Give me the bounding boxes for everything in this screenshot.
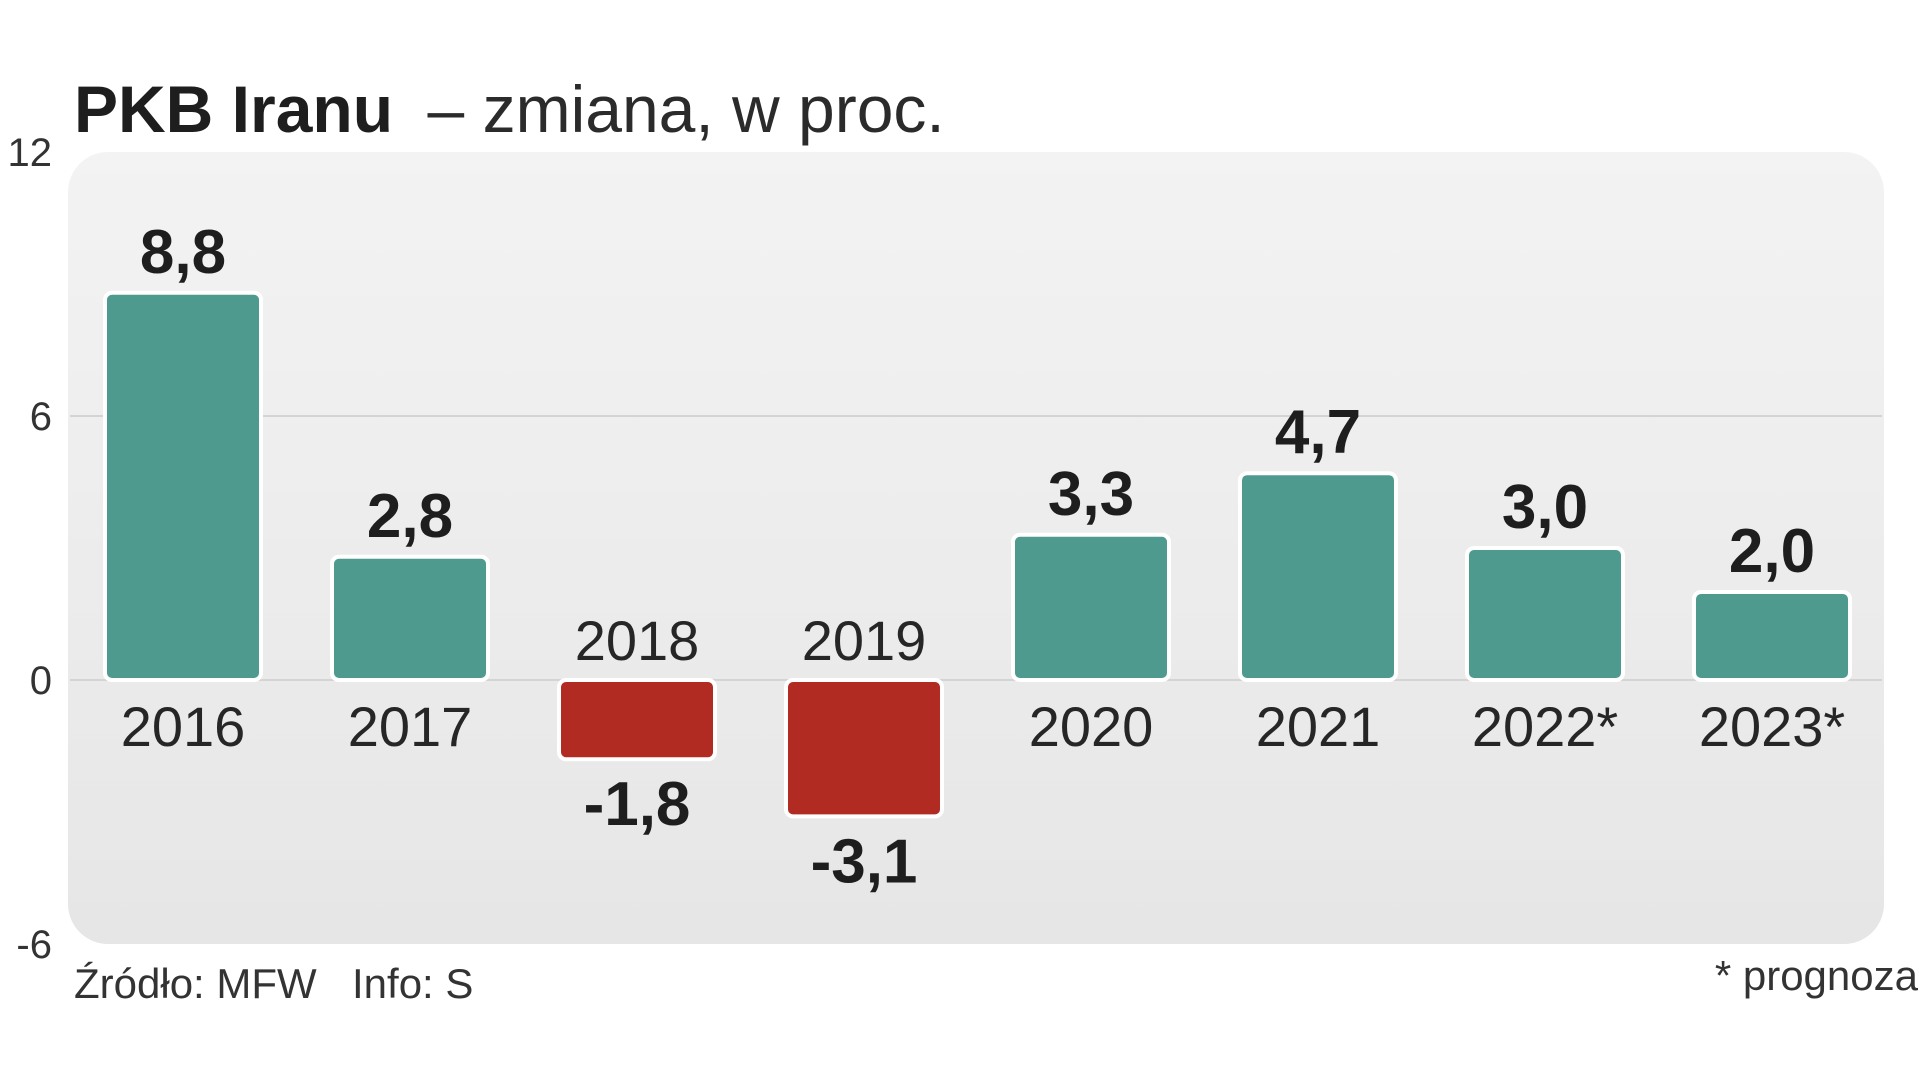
y-tick-label: 6 <box>30 395 52 439</box>
data-label: 2,8 <box>367 482 453 551</box>
bar-2018 <box>557 678 717 762</box>
chart-title: PKB Iranu <box>74 72 393 146</box>
data-label: 2,0 <box>1729 517 1815 586</box>
chart-subtitle: – zmiana, w proc. <box>428 72 945 146</box>
bar-2017 <box>330 554 490 682</box>
data-label: 3,0 <box>1502 473 1588 542</box>
bar-2016 <box>103 290 263 682</box>
y-axis-ticks: 12 6 0 -6 <box>8 131 53 967</box>
y-tick-label: 12 <box>8 131 53 175</box>
x-tick-label: 2017 <box>348 695 473 758</box>
data-label: 4,7 <box>1275 398 1361 467</box>
bars <box>103 290 1852 819</box>
x-tick-label: 2019 <box>802 609 927 672</box>
source-text: Źródło: MFW <box>74 960 317 1007</box>
y-tick-label: 0 <box>30 659 52 703</box>
chart-title-line: PKB Iranu – zmiana, w proc. <box>74 72 945 147</box>
x-tick-label: 2021 <box>1256 695 1381 758</box>
x-tick-label: 2020 <box>1029 695 1154 758</box>
data-label: 3,3 <box>1048 460 1134 529</box>
data-label: -1,8 <box>584 770 691 839</box>
y-tick-label: -6 <box>16 923 52 967</box>
bar-2022 <box>1465 546 1625 682</box>
chart-panel <box>68 152 1884 944</box>
data-label: -3,1 <box>811 827 918 896</box>
x-tick-label: 2023* <box>1699 695 1845 758</box>
bar-2023 <box>1692 590 1852 682</box>
x-tick-label: 2018 <box>575 609 700 672</box>
bar-2019 <box>784 678 944 819</box>
info-text: Info: S <box>352 960 473 1007</box>
bar-labels: 8,8 2016 2,8 2017 -1,8 2018 -3,1 2019 3,3 2020 4,7… <box>121 218 1845 897</box>
data-label: 8,8 <box>140 218 226 287</box>
x-tick-label: 2022* <box>1472 695 1618 758</box>
x-tick-label: 2016 <box>121 695 246 758</box>
bar-2021 <box>1238 471 1398 683</box>
bar-2020 <box>1011 532 1171 682</box>
forecast-note: * prognoza <box>1715 952 1919 999</box>
